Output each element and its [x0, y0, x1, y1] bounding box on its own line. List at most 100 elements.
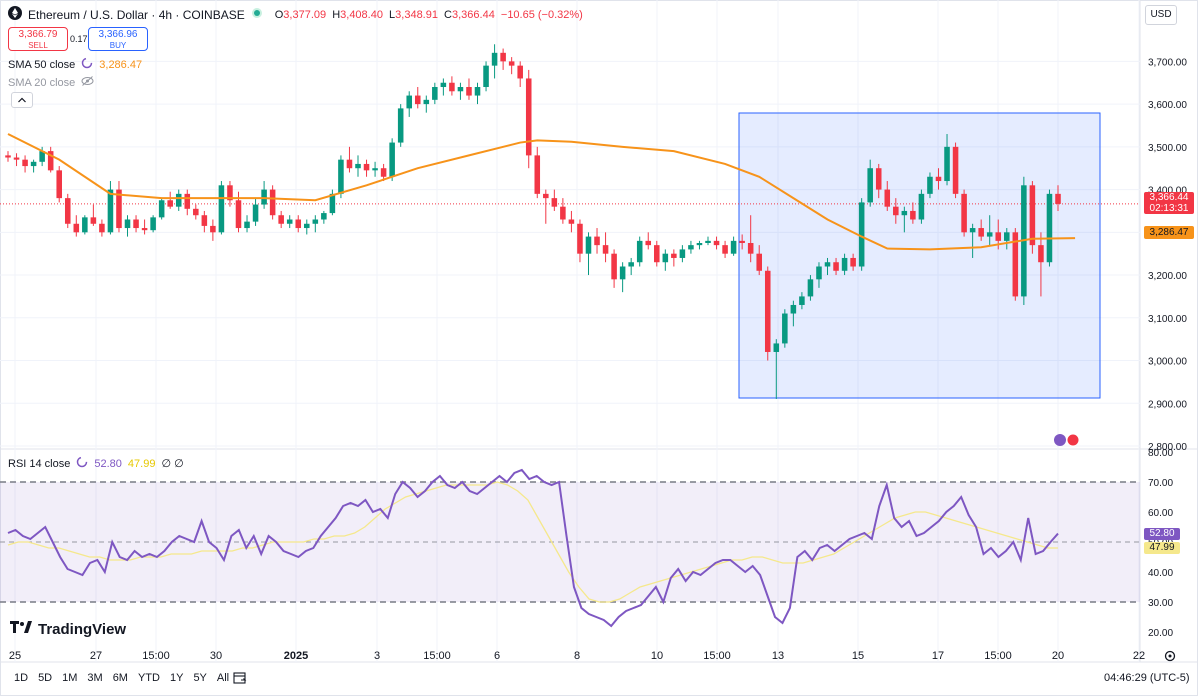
time-tick-label: 2025: [284, 650, 308, 662]
candle-body: [184, 193, 191, 209]
rsi-tick-label: 40.00: [1148, 568, 1173, 579]
time-tick-label: 3: [374, 650, 380, 662]
close-value: 3,366.44: [452, 8, 495, 21]
candle-body: [995, 232, 1002, 241]
candle-body: [150, 217, 156, 231]
candle-body: [64, 198, 71, 224]
time-tick-label: 17: [932, 650, 944, 662]
chevron-up-icon: [12, 93, 32, 112]
settings-loading-icon[interactable]: [81, 57, 93, 72]
candle-body: [824, 262, 831, 267]
rsi-tick-label: 80.00: [1148, 448, 1173, 459]
candle-body: [568, 219, 575, 224]
period-1y[interactable]: 1Y: [169, 672, 184, 684]
ethereum-logo-icon: [8, 6, 22, 23]
event-flash-icon: [1054, 434, 1066, 446]
candle-body: [551, 198, 558, 207]
candle-body: [875, 168, 882, 190]
candle-body: [747, 243, 754, 254]
period-1d[interactable]: 1D: [14, 672, 29, 684]
collapse-legend-button[interactable]: [11, 92, 33, 108]
candle-body: [278, 215, 284, 224]
calendar-range-icon: [232, 670, 248, 691]
time-tick-label: 22: [1133, 650, 1145, 662]
time-tick-label: 8: [574, 650, 580, 662]
candle-body: [406, 95, 412, 109]
ohlc-values: O3,377.09 H3,408.40 L3,348.91 C3,366.44 …: [275, 9, 586, 21]
candle-body: [841, 257, 848, 271]
candle-body: [893, 206, 899, 216]
tradingview-logo[interactable]: TradingView: [10, 620, 126, 638]
gear-hub: [1168, 654, 1172, 658]
time-tick-label: 25: [9, 650, 21, 662]
candle-body: [346, 159, 353, 169]
close-label: C: [444, 8, 452, 21]
candle-body: [295, 219, 302, 229]
settings-loading-icon[interactable]: [76, 456, 88, 471]
period-6m[interactable]: 6M: [112, 672, 128, 684]
candle-body: [543, 193, 549, 199]
candle-body: [5, 155, 11, 158]
candle-body: [432, 87, 438, 100]
period-5d[interactable]: 5D: [38, 672, 53, 684]
date-range-button[interactable]: [232, 670, 248, 691]
candle-body: [952, 146, 959, 194]
buy-label: BUY: [109, 41, 127, 50]
symbol-title[interactable]: Ethereum / U.S. Dollar · 4h · COINBASE: [28, 7, 245, 22]
candle-body: [577, 223, 583, 254]
candle-body: [1055, 193, 1061, 204]
candle-body: [397, 108, 404, 143]
candle-body: [517, 65, 523, 79]
rsi-line: [7, 468, 1059, 628]
candle-body: [756, 253, 762, 271]
candle-body: [927, 176, 933, 194]
candle-body: [175, 193, 182, 207]
period-all[interactable]: All: [216, 672, 230, 684]
rsi-tick-label: 60.00: [1148, 508, 1173, 519]
candle-body: [355, 163, 361, 169]
sma50-legend[interactable]: SMA 50 close 3,286.47: [8, 57, 142, 72]
candle-body: [227, 185, 233, 201]
rsi-tick-label: 70.00: [1148, 478, 1173, 489]
candle-body: [90, 217, 97, 224]
candle-body: [491, 52, 498, 66]
candle-body: [807, 279, 814, 297]
candle-body: [321, 213, 327, 220]
period-3m[interactable]: 3M: [87, 672, 103, 684]
candle-body: [133, 219, 139, 229]
period-1m[interactable]: 1M: [62, 672, 78, 684]
candle-body: [372, 168, 378, 171]
candle-body: [338, 159, 344, 194]
candle-body: [705, 240, 711, 243]
candle-body: [944, 146, 950, 182]
buy-button[interactable]: 3,366.96 BUY: [88, 27, 148, 51]
period-ytd[interactable]: YTD: [137, 672, 160, 684]
tradingview-logo-icon: [10, 620, 34, 638]
price-tick-label: 3,100.00: [1148, 314, 1187, 325]
candle-body: [124, 219, 131, 229]
candle-body: [201, 215, 208, 226]
period-5y[interactable]: 5Y: [193, 672, 207, 684]
clock[interactable]: 04:46:29 (UTC-5): [1104, 672, 1190, 684]
candle-body: [380, 168, 387, 177]
sell-button[interactable]: 3,366.79 SELL: [8, 27, 68, 51]
candle-body: [688, 245, 694, 250]
time-tick-label: 15:00: [984, 650, 1012, 662]
candle-body: [141, 228, 148, 231]
currency-selector[interactable]: USD: [1145, 5, 1177, 25]
highlight-rectangle: [738, 112, 1101, 399]
candle-body: [423, 99, 430, 105]
candle-body: [730, 240, 737, 254]
current-price-value: 3,366.44: [1149, 192, 1189, 203]
hidden-eye-icon[interactable]: [81, 75, 94, 90]
rsi-legend[interactable]: RSI 14 close 52.80 47.99 ∅ ∅: [8, 456, 184, 471]
sma50-value: 3,286.47: [99, 58, 143, 71]
price-tick-label: 2,800.00: [1148, 442, 1187, 453]
rsi-label: RSI 14 close: [8, 457, 71, 470]
sma20-legend[interactable]: SMA 20 close: [8, 75, 94, 90]
economic-event-icon: [1054, 433, 1080, 447]
candle-body: [867, 168, 873, 203]
candle-body: [850, 257, 856, 267]
